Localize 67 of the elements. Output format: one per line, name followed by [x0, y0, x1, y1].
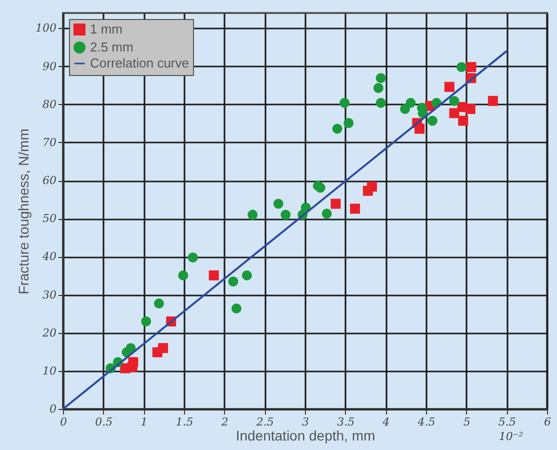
point [373, 83, 384, 93]
y-tick-label: 50 [42, 212, 56, 226]
point [126, 343, 136, 354]
x-tick-label: 4.5 [416, 416, 436, 428]
x-tick-label: 5.5 [498, 416, 516, 428]
x-tick-label: 0 [60, 416, 67, 428]
y-tick-label: 10 [42, 364, 56, 378]
point [449, 108, 460, 118]
y-tick-label: 0 [50, 402, 56, 416]
point [141, 316, 152, 326]
x-tick-label: 3 [302, 416, 309, 428]
legend-label: 1 mm [90, 22, 122, 36]
point [414, 124, 425, 134]
point [273, 198, 284, 209]
point [178, 270, 188, 280]
y-tick-label: 100 [36, 22, 56, 35]
point [208, 270, 219, 280]
point [322, 208, 332, 219]
legend-label: 2.5 mm [90, 40, 134, 54]
point [315, 182, 326, 193]
point [449, 96, 460, 106]
x-tick-label: 5 [463, 416, 470, 428]
point [280, 210, 291, 220]
point [406, 98, 416, 108]
y-tick-label: 40 [42, 250, 56, 264]
point [466, 62, 476, 72]
x-tick-label: 3.5 [337, 416, 355, 428]
point [128, 357, 138, 368]
point [444, 82, 454, 92]
point [400, 104, 410, 114]
point [154, 298, 164, 309]
x-tick-label: 2 [220, 416, 228, 428]
point [158, 343, 168, 354]
legend-label: Correlation curve [90, 56, 189, 70]
point [458, 116, 468, 126]
point [456, 62, 466, 72]
point [488, 96, 498, 106]
y-tick-label: 80 [42, 98, 56, 111]
x-axis-title: Indentation depth, mm [236, 428, 376, 444]
x-tick-label: 1 [140, 416, 148, 428]
text: 10⁻² [498, 430, 524, 443]
point [427, 116, 438, 126]
point [465, 104, 476, 114]
point [376, 73, 386, 84]
x-tick-label: 0.5 [95, 416, 113, 428]
y-tick-label: 70 [42, 136, 56, 149]
point [376, 98, 386, 108]
point [330, 198, 341, 209]
y-tick-label: 90 [42, 60, 56, 73]
point [332, 124, 342, 134]
point [242, 270, 252, 280]
point [228, 276, 238, 286]
point [188, 252, 198, 262]
point [344, 118, 354, 128]
y-tick-label: 60 [42, 174, 56, 188]
x-tick-label: 1.5 [176, 416, 194, 428]
point [340, 98, 350, 108]
y-tick-label: 20 [42, 326, 56, 340]
point [350, 204, 360, 214]
x-tick-label: 2.5 [255, 416, 274, 428]
point [248, 210, 258, 220]
point [366, 182, 377, 192]
y-axis-title: Fracture toughness, N/mm [16, 128, 32, 294]
x-tick-label: 4 [382, 416, 390, 428]
point [231, 303, 242, 314]
x-tick-label: 6 [544, 416, 551, 428]
y-tick-label: 30 [42, 288, 56, 302]
